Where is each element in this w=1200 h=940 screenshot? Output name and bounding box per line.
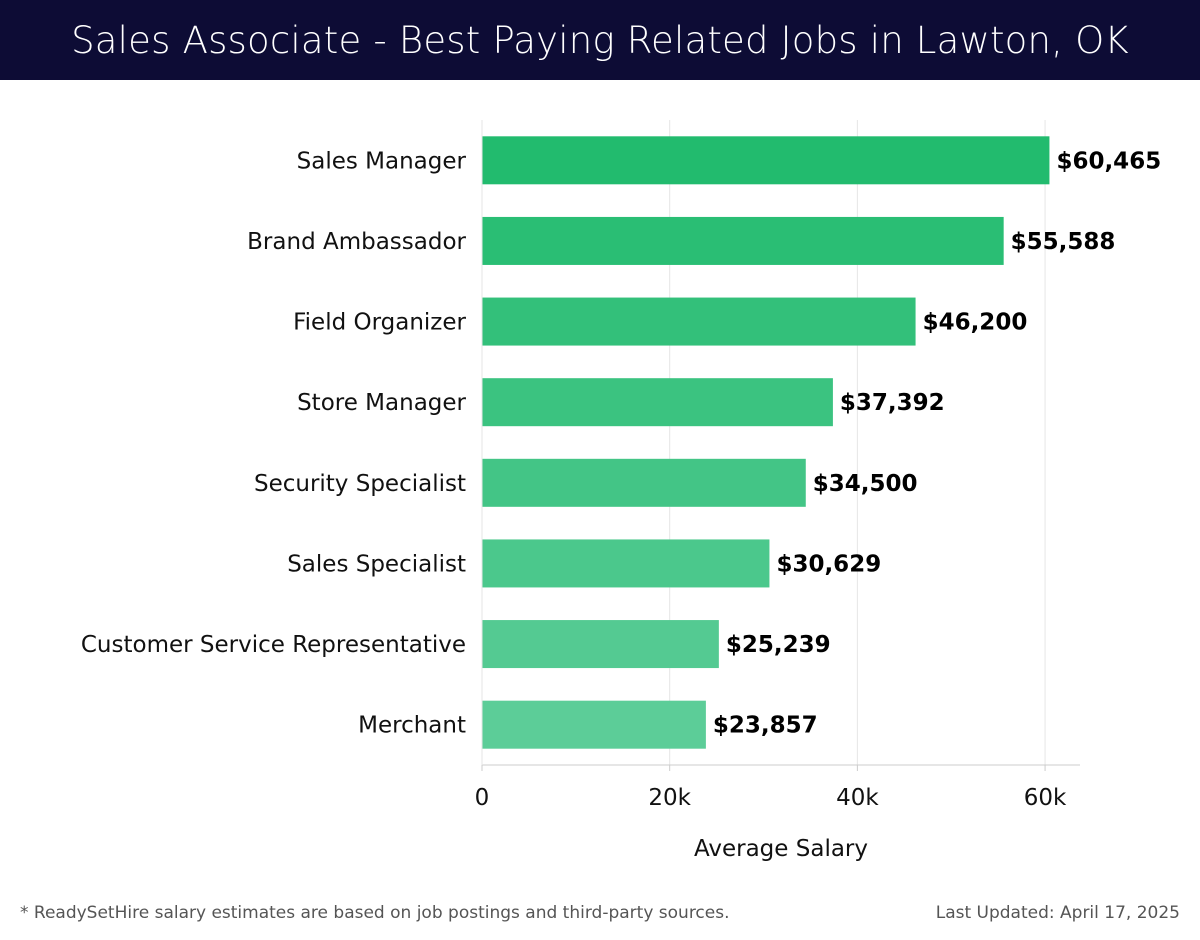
x-tick-label: 0 bbox=[475, 785, 490, 811]
category-label: Field Organizer bbox=[293, 310, 466, 336]
x-axis-label: Average Salary bbox=[694, 836, 868, 862]
x-axis: 0 20k 40k 60k bbox=[475, 120, 1080, 811]
bar bbox=[482, 458, 806, 507]
bar bbox=[482, 378, 833, 427]
category-label: Security Specialist bbox=[254, 471, 466, 497]
bar bbox=[482, 136, 1050, 185]
category-label: Customer Service Representative bbox=[81, 632, 466, 658]
value-label: $30,629 bbox=[776, 551, 881, 577]
bar bbox=[482, 216, 1004, 265]
page-title: Sales Associate - Best Paying Related Jo… bbox=[71, 18, 1129, 62]
bar bbox=[482, 297, 916, 346]
category-label: Sales Specialist bbox=[287, 551, 466, 577]
bars: Sales Manager $60,465 Brand Ambassador $55,… bbox=[81, 136, 1161, 749]
value-label: $46,200 bbox=[923, 310, 1028, 336]
x-tick-label: 40k bbox=[836, 785, 879, 811]
value-label: $60,465 bbox=[1056, 148, 1161, 174]
bar bbox=[482, 620, 719, 669]
last-updated: Last Updated: April 17, 2025 bbox=[935, 903, 1180, 923]
value-label: $55,588 bbox=[1011, 229, 1116, 255]
grid-lines bbox=[481, 120, 1046, 765]
category-label: Brand Ambassador bbox=[247, 229, 466, 255]
x-tick-label: 20k bbox=[648, 785, 691, 811]
x-tick-label: 60k bbox=[1024, 785, 1067, 811]
value-label: $34,500 bbox=[813, 471, 918, 497]
bar bbox=[482, 539, 770, 588]
bar-chart: Sales Manager $60,465 Brand Ambassador $55,… bbox=[81, 120, 1161, 862]
category-label: Merchant bbox=[358, 713, 466, 739]
value-label: $25,239 bbox=[726, 632, 831, 658]
bar bbox=[482, 700, 706, 749]
category-label: Sales Manager bbox=[297, 148, 467, 174]
footer-note: * ReadySetHire salary estimates are base… bbox=[20, 903, 730, 923]
value-label: $23,857 bbox=[713, 713, 818, 739]
title-bar: Sales Associate - Best Paying Related Jo… bbox=[0, 0, 1200, 80]
value-label: $37,392 bbox=[840, 390, 945, 416]
category-label: Store Manager bbox=[297, 390, 466, 416]
